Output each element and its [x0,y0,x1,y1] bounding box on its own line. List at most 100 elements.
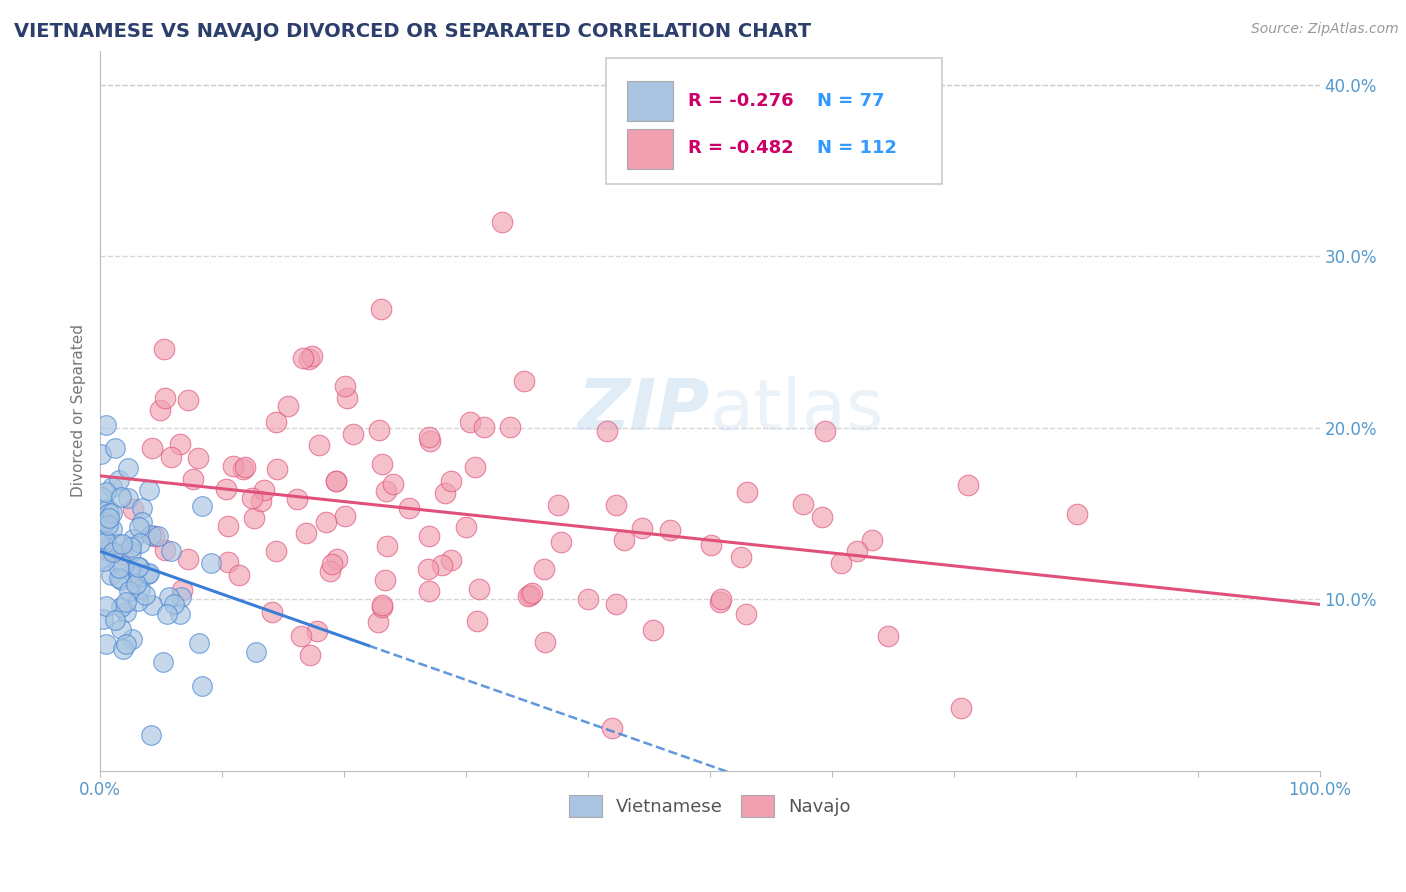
Point [830,556,852,570]
Point [699,538,721,552]
Point [103,545,125,559]
Point [100,568,122,582]
Point [141,599,163,613]
Point [96,542,118,557]
Point [367,615,389,629]
Point [91,612,114,626]
Point [467,582,489,596]
Point [94,534,117,549]
Point [121,532,143,546]
Point [325,552,347,566]
Point [138,483,160,497]
Point [157,590,180,604]
Point [533,562,555,576]
Point [153,342,176,356]
Text: N = 77: N = 77 [817,92,884,110]
Point [315,515,337,529]
Point [419,434,441,448]
Point [519,588,541,602]
Point [811,509,834,524]
Point [318,565,340,579]
FancyBboxPatch shape [627,129,673,169]
Point [1066,507,1088,521]
Point [418,583,440,598]
Text: ZIP: ZIP [578,376,710,445]
Point [440,474,463,488]
Point [516,590,538,604]
Point [232,462,254,476]
Point [860,533,883,548]
Point [467,615,489,629]
Point [600,721,623,735]
Point [298,648,321,663]
Point [200,556,222,570]
Point [370,301,392,316]
Point [93,531,115,545]
Point [97,510,120,524]
Point [877,629,900,643]
Text: R = -0.482: R = -0.482 [688,139,793,157]
Text: atlas: atlas [710,376,884,445]
Point [93,554,115,568]
Point [949,700,972,714]
Point [499,420,522,434]
Point [124,568,146,582]
Point [94,599,117,613]
Point [114,595,136,609]
Point [957,478,980,492]
Point [301,349,323,363]
Point [595,424,617,438]
Point [641,624,664,638]
Point [169,607,191,621]
Point [138,566,160,581]
Point [374,484,396,499]
Point [110,537,132,551]
Point [290,629,312,643]
Point [118,584,141,599]
Point [146,528,169,542]
Point [98,506,121,520]
Point [107,536,129,550]
Point [308,438,330,452]
Point [295,525,318,540]
Point [217,555,239,569]
Point [335,379,357,393]
Point [243,511,266,525]
Point [191,499,214,513]
Text: N = 112: N = 112 [817,139,897,157]
Point [110,622,132,636]
Point [371,599,394,614]
Point [121,501,143,516]
Point [100,480,122,494]
Point [325,474,347,488]
Point [233,460,256,475]
Point [103,441,125,455]
Point [117,491,139,505]
Point [172,582,194,597]
Point [94,485,117,500]
Point [630,521,652,535]
Point [141,441,163,455]
Point [97,502,120,516]
Point [129,582,152,597]
Point [108,571,131,585]
Point [90,491,112,505]
Point [120,540,142,554]
Point [114,605,136,619]
Point [131,515,153,529]
Point [456,520,478,534]
FancyBboxPatch shape [606,58,942,184]
Point [292,351,315,366]
Point [177,551,200,566]
Point [285,492,308,507]
Point [533,635,555,649]
Point [245,645,267,659]
Point [90,550,112,565]
Point [375,539,398,553]
Point [368,423,391,437]
Point [121,632,143,646]
Text: VIETNAMESE VS NAVAJO DIVORCED OR SEPARATED CORRELATION CHART: VIETNAMESE VS NAVAJO DIVORCED OR SEPARAT… [14,22,811,41]
Point [156,607,179,622]
Point [101,522,124,536]
Point [336,391,359,405]
